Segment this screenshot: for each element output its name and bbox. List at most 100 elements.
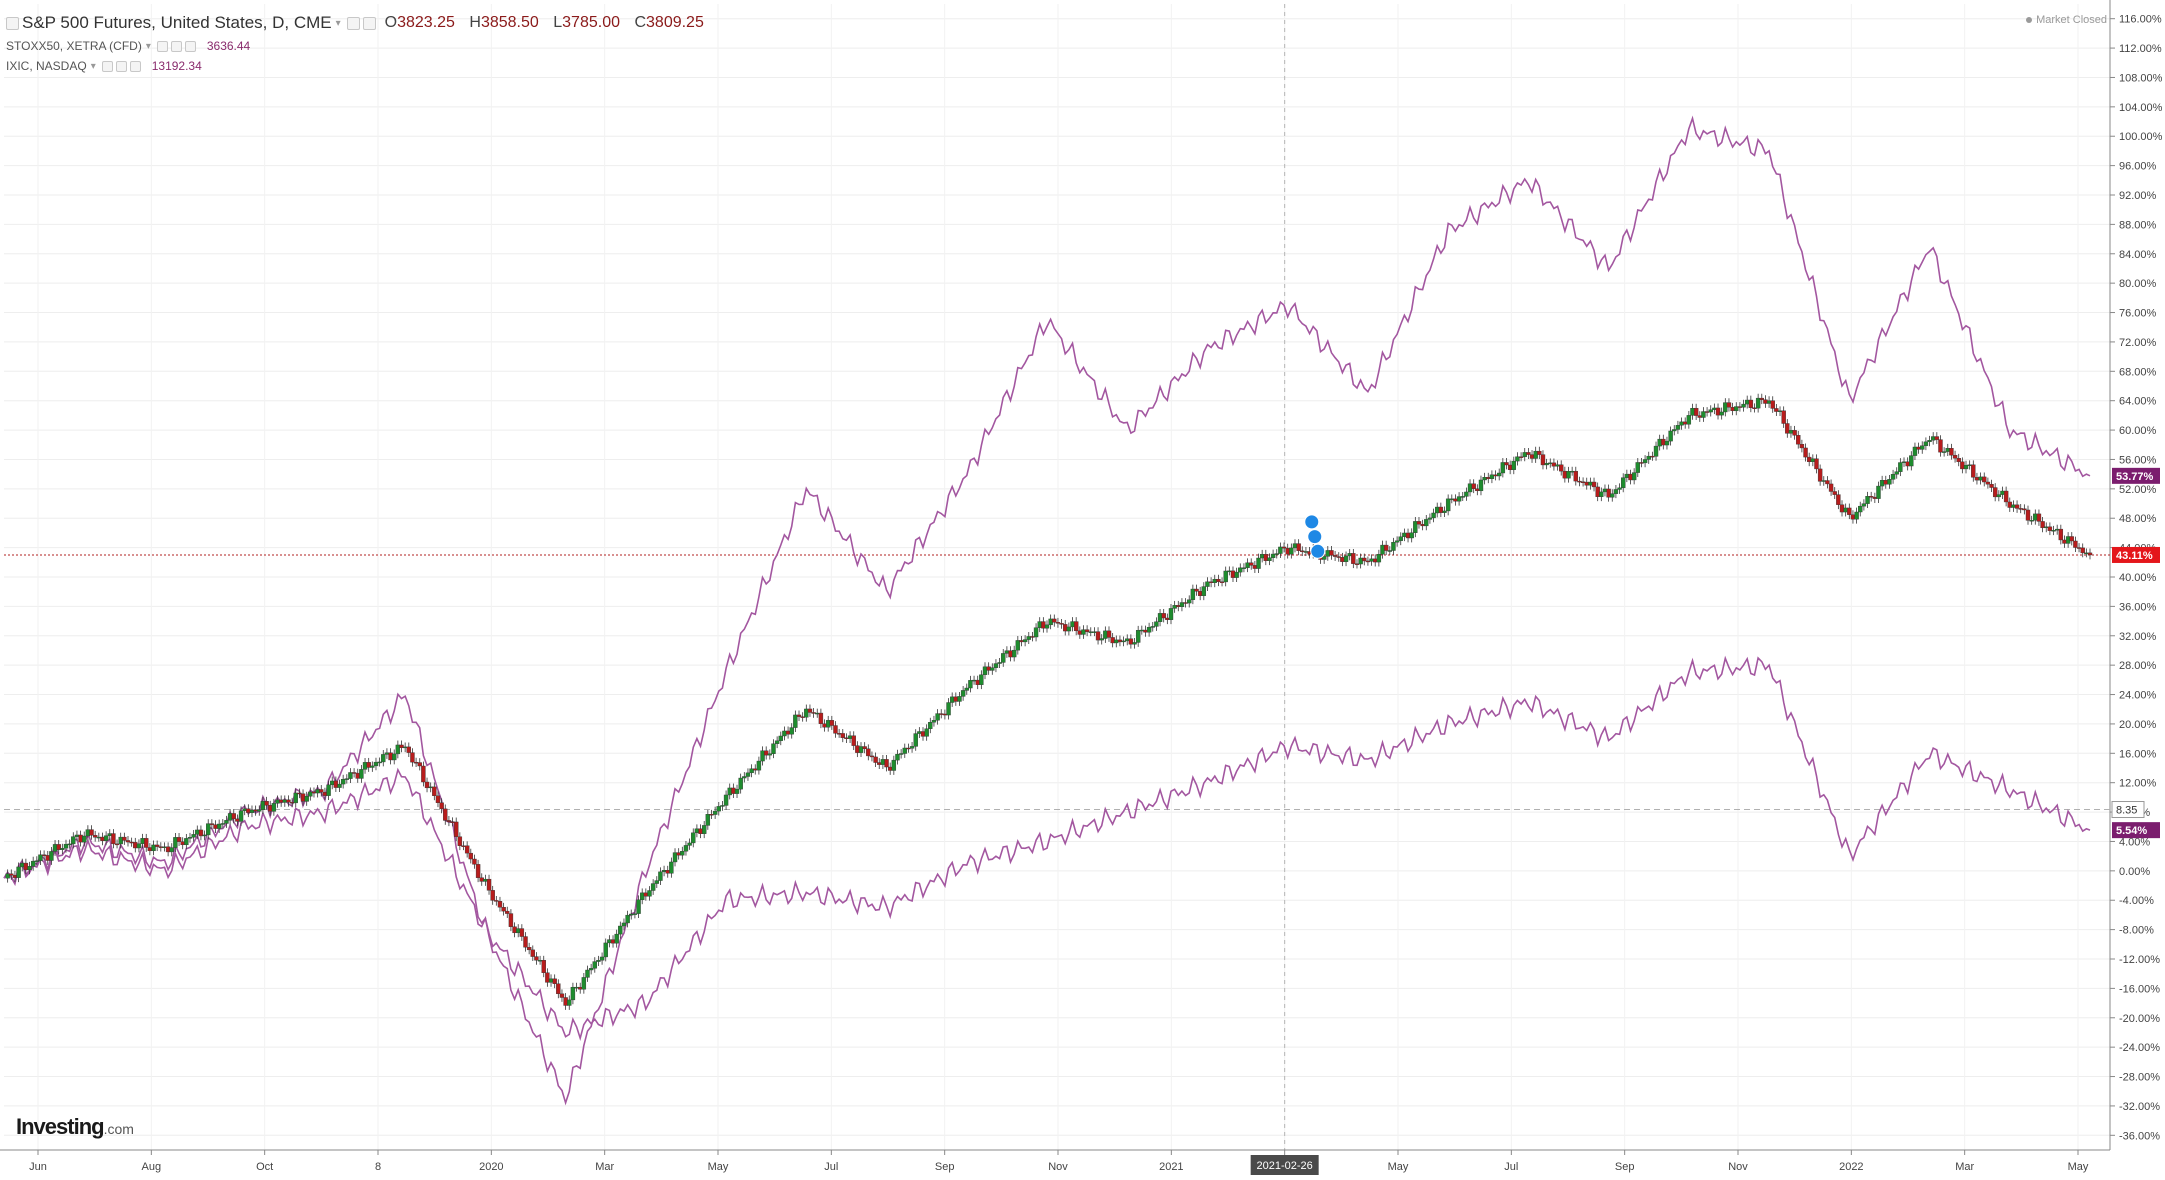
investing-logo[interactable]: Investing.com (16, 1114, 134, 1140)
candle-body (1613, 489, 1619, 494)
candle-body (887, 766, 893, 771)
candle-body (1427, 517, 1433, 520)
candle-body (1143, 629, 1148, 633)
candle-body (1559, 464, 1564, 472)
settings-icon[interactable] (170, 40, 182, 52)
candle-body (906, 747, 911, 750)
candle-body (1354, 563, 1360, 565)
y-tick-label: 76.00% (2119, 308, 2157, 320)
candle-body (1001, 653, 1006, 663)
legend-series2-row[interactable]: STOXX50, XETRA (CFD) ▾ 3636.44 (6, 36, 714, 56)
low-value: 3785.00 (562, 14, 620, 31)
legend-main-row[interactable]: S&P 500 Futures, United States, D, CME ▾… (6, 10, 714, 36)
legend-series3-row[interactable]: IXIC, NASDAQ ▾ 13192.34 (6, 56, 714, 76)
candle-body (928, 721, 933, 729)
candle-body (1176, 605, 1181, 608)
candle-body (1453, 498, 1458, 502)
candle-body (1566, 471, 1571, 479)
chevron-down-icon[interactable]: ▾ (335, 17, 341, 29)
candle-body (519, 928, 525, 937)
collapse-icon[interactable] (6, 16, 19, 30)
candle-body (216, 823, 222, 829)
candle-body (483, 878, 488, 882)
candle-body (545, 972, 550, 983)
candle-body (1212, 578, 1217, 583)
settings-icon[interactable] (115, 60, 127, 72)
candle-body (1810, 458, 1816, 462)
candle-body (953, 696, 959, 702)
candle-body (209, 823, 215, 825)
candle-body (78, 834, 83, 843)
candle-body (909, 746, 915, 749)
candle-body (537, 960, 543, 962)
chevron-down-icon[interactable]: ▾ (145, 40, 151, 52)
logo-name: Investing (16, 1114, 105, 1139)
y-tick-label: 80.00% (2119, 278, 2157, 290)
candle-body (1580, 481, 1586, 484)
candle-body (578, 986, 583, 990)
candle-body (2040, 521, 2045, 529)
eye-icon[interactable] (346, 16, 360, 30)
y-tick-label: 96.00% (2119, 161, 2157, 173)
candle-body (1927, 440, 1932, 443)
candle-body (1777, 410, 1783, 412)
candle-body (957, 696, 962, 702)
y-tick-label: -32.00% (2119, 1101, 2160, 1113)
candle-body (384, 752, 390, 755)
candle-body (206, 823, 211, 836)
candle-body (1478, 479, 1484, 492)
candle-body (1971, 464, 1976, 478)
candle-body (82, 835, 87, 843)
candle-body (1431, 512, 1436, 519)
candle-body (526, 947, 532, 951)
candle-body (1373, 558, 1378, 563)
candle-body (661, 870, 667, 873)
candle-body (439, 802, 444, 810)
candle-body (1190, 588, 1196, 600)
x-tick-label: Sep (935, 1161, 955, 1173)
candle-body (742, 776, 747, 779)
candle-body (709, 814, 714, 816)
candle-body (2029, 520, 2034, 522)
candle-body (1303, 551, 1309, 553)
y-tick-label: -28.00% (2119, 1072, 2160, 1084)
candle-body (9, 873, 14, 876)
candle-body (1114, 639, 1119, 644)
close-icon[interactable] (129, 60, 141, 72)
candle-body (231, 813, 236, 820)
candle-body (2022, 508, 2027, 511)
candle-body (1460, 496, 1465, 498)
candle-body (1456, 496, 1462, 502)
candle-body (1259, 554, 1265, 559)
x-tick-label: Nov (1728, 1161, 1748, 1173)
candle-body (774, 740, 780, 744)
candle-body (475, 864, 481, 878)
candle-body (771, 743, 776, 754)
candle-body (2069, 536, 2074, 542)
candle-body (939, 713, 944, 715)
candle-body (486, 878, 492, 891)
candle-body (464, 845, 470, 854)
candle-body (1602, 488, 1608, 493)
candle-body (1774, 408, 1779, 412)
eye-icon[interactable] (156, 40, 168, 52)
candle-body (924, 728, 929, 737)
candle-body (351, 772, 357, 774)
candle-body (672, 852, 678, 863)
settings-icon[interactable] (362, 16, 376, 30)
close-icon[interactable] (184, 40, 196, 52)
candle-body (1759, 397, 1764, 400)
candle-body (1828, 483, 1834, 492)
candle-body (1165, 617, 1170, 620)
candle-body (1216, 578, 1221, 582)
candle-body (103, 835, 109, 841)
eye-icon[interactable] (101, 60, 113, 72)
candle-body (767, 753, 773, 756)
candle-body (804, 708, 809, 718)
candle-body (1905, 461, 1910, 467)
chevron-down-icon[interactable]: ▾ (90, 60, 96, 72)
candle-body (1500, 462, 1506, 474)
candle-body (1854, 511, 1859, 520)
candle-body (884, 759, 889, 768)
